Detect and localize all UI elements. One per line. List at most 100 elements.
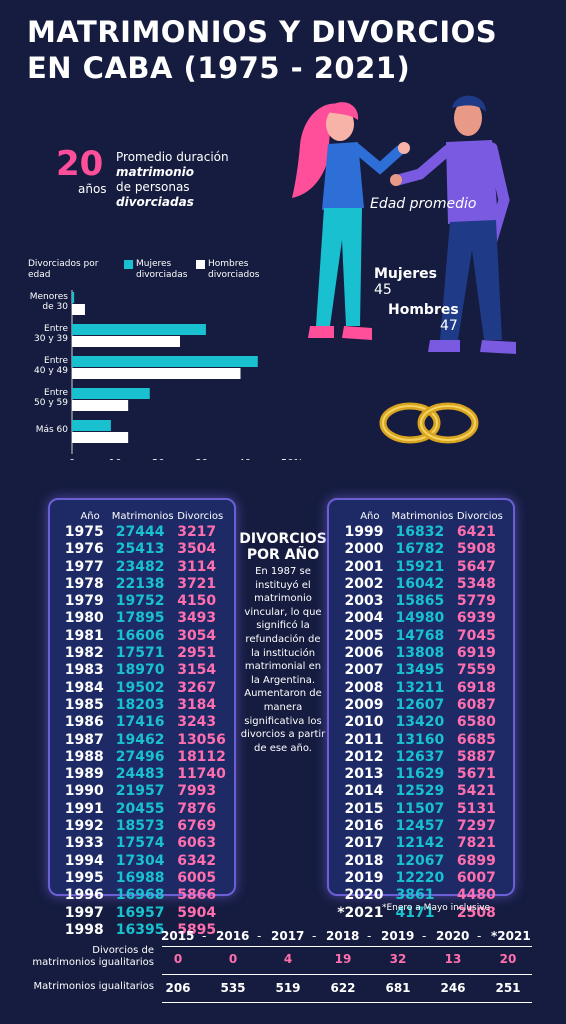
avg-duration-description: Promedio duración matrimonio de personas…: [116, 150, 276, 210]
table-row: 2007 13495 7559: [329, 662, 513, 679]
bar-women: [72, 324, 206, 335]
marriages-cell: 12142: [395, 835, 445, 852]
x-tick-label: 40: [238, 458, 251, 460]
marriages-cell: 24483: [115, 766, 165, 783]
year-cell: 1998: [64, 921, 104, 938]
table-row: 2012 12637 5887: [329, 749, 513, 766]
year-cell: 2008: [344, 679, 384, 696]
table-row: 1989 24483 11740: [50, 766, 234, 783]
x-tick-label: 0: [69, 458, 75, 460]
marriages-cell: 27496: [115, 748, 165, 765]
table-row: 1992 18573 6769: [50, 818, 234, 835]
year-cell: 2011: [344, 731, 384, 748]
divorces-cell: 5866: [177, 887, 217, 904]
year-column-header: 2018: [326, 929, 360, 943]
year-cell: 1995: [64, 869, 104, 886]
year-cell: 2017: [344, 835, 384, 852]
table-row: 1994 17304 6342: [50, 853, 234, 870]
divider-line: [162, 1002, 532, 1003]
table-row: 1976 25413 3504: [50, 541, 234, 558]
divorces-igualitarios-value: 19: [334, 952, 352, 966]
year-cell: 2002: [344, 575, 384, 592]
divorces-cell: 5421: [456, 783, 496, 800]
matrimonios-igualitarios-value: 535: [220, 981, 246, 995]
table-row: 1984 19502 3267: [50, 680, 234, 697]
divorces-cell: 7876: [177, 800, 217, 817]
divorces-cell: 2951: [177, 645, 217, 662]
table-row: 1985 18203 3184: [50, 697, 234, 714]
divider-line: [162, 974, 532, 975]
year-cell: 2013: [344, 766, 384, 783]
yearly-table-right: Año Matrimonios Divorcios 1999 16832 6421 2…: [329, 508, 513, 922]
table-row: 1978 22138 3721: [50, 576, 234, 593]
year-cell: 1992: [64, 818, 104, 835]
avg-duration-value: 20: [56, 144, 104, 184]
marriages-cell: 12457: [395, 818, 445, 835]
year-cell: 1984: [64, 679, 104, 696]
category-label: Entre 50 y 59: [34, 388, 68, 408]
year-cell: 2001: [344, 558, 384, 575]
divorces-cell: 3267: [177, 679, 217, 696]
divorces-cell: 6899: [456, 852, 496, 869]
year-cell: 1975: [64, 524, 104, 540]
table-row: 1991 20455 7876: [50, 801, 234, 818]
divorces-per-year-title: DIVORCIOS POR AÑO: [239, 531, 327, 563]
table-row: 2014 12529 5421: [329, 783, 513, 800]
year-cell: 1976: [64, 541, 104, 558]
table-row: 1980 17895 3493: [50, 610, 234, 627]
table-row: 2005 14768 7045: [329, 628, 513, 645]
year-cell: 2006: [344, 645, 384, 662]
divorces-cell: 5908: [456, 541, 496, 558]
avg-duration-line4: divorciadas: [116, 195, 194, 209]
year-cell: 1996: [64, 887, 104, 904]
bar-men: [72, 336, 180, 347]
divorces-cell: 5895: [177, 921, 217, 938]
year-cell: 1933: [64, 835, 104, 852]
year-cell: 1989: [64, 766, 104, 783]
year-column-header: *2021: [491, 929, 531, 943]
year-cell: 1986: [64, 714, 104, 731]
year-cell: 1991: [64, 800, 104, 817]
year-cell: 1990: [64, 783, 104, 800]
marriages-cell: 16606: [115, 627, 165, 644]
page-title: MATRIMONIOS Y DIVORCIOS EN CABA (1975 - …: [27, 15, 498, 85]
divorces-cell: 5887: [456, 748, 496, 765]
table-row: 1987 19462 13056: [50, 732, 234, 749]
row-label-marriages: Matrimonios igualitarios: [33, 981, 154, 992]
year-column-header: 2019: [381, 929, 415, 943]
x-tick-label: 20: [152, 458, 165, 460]
marriages-cell: 16395: [115, 921, 165, 938]
wedding-rings-illustration: [379, 402, 479, 444]
marriages-cell: 14980: [395, 610, 445, 627]
legend-men-label: Hombres divorciados: [208, 259, 260, 280]
divorces-cell: 7821: [456, 835, 496, 852]
legend-group-label: Divorciados por edad: [28, 259, 99, 280]
divorces-cell: 6421: [456, 524, 496, 540]
year-cell: 1980: [64, 610, 104, 627]
divorces-igualitarios-value: 13: [444, 952, 462, 966]
divorces-igualitarios-value: 0: [228, 952, 238, 966]
year-cell: 2005: [344, 627, 384, 644]
divorces-cell: 6769: [177, 818, 217, 835]
table-row: 2010 13420 6580: [329, 714, 513, 731]
couple-illustration: [292, 95, 516, 354]
year-cell: 1982: [64, 645, 104, 662]
year-cell: 1994: [64, 852, 104, 869]
table-row: 2019 12220 6007: [329, 870, 513, 887]
marriages-cell: 22138: [115, 575, 165, 592]
marriages-cell: 17304: [115, 852, 165, 869]
year-cell: 2009: [344, 696, 384, 713]
marriages-cell: 17574: [115, 835, 165, 852]
table-row: 2013 11629 5671: [329, 766, 513, 783]
column-header-year: Año: [80, 510, 100, 522]
marriages-cell: 27444: [115, 524, 165, 540]
marriages-cell: 17416: [115, 714, 165, 731]
year-column-header: 2016: [216, 929, 250, 943]
marriages-cell: 19462: [115, 731, 165, 748]
year-cell: 2010: [344, 714, 384, 731]
year-cell: 1979: [64, 593, 104, 610]
marriages-cell: 4171: [395, 904, 435, 921]
bar-women: [72, 420, 111, 431]
table-row: 1986 17416 3243: [50, 714, 234, 731]
table-row: 2015 11507 5131: [329, 801, 513, 818]
